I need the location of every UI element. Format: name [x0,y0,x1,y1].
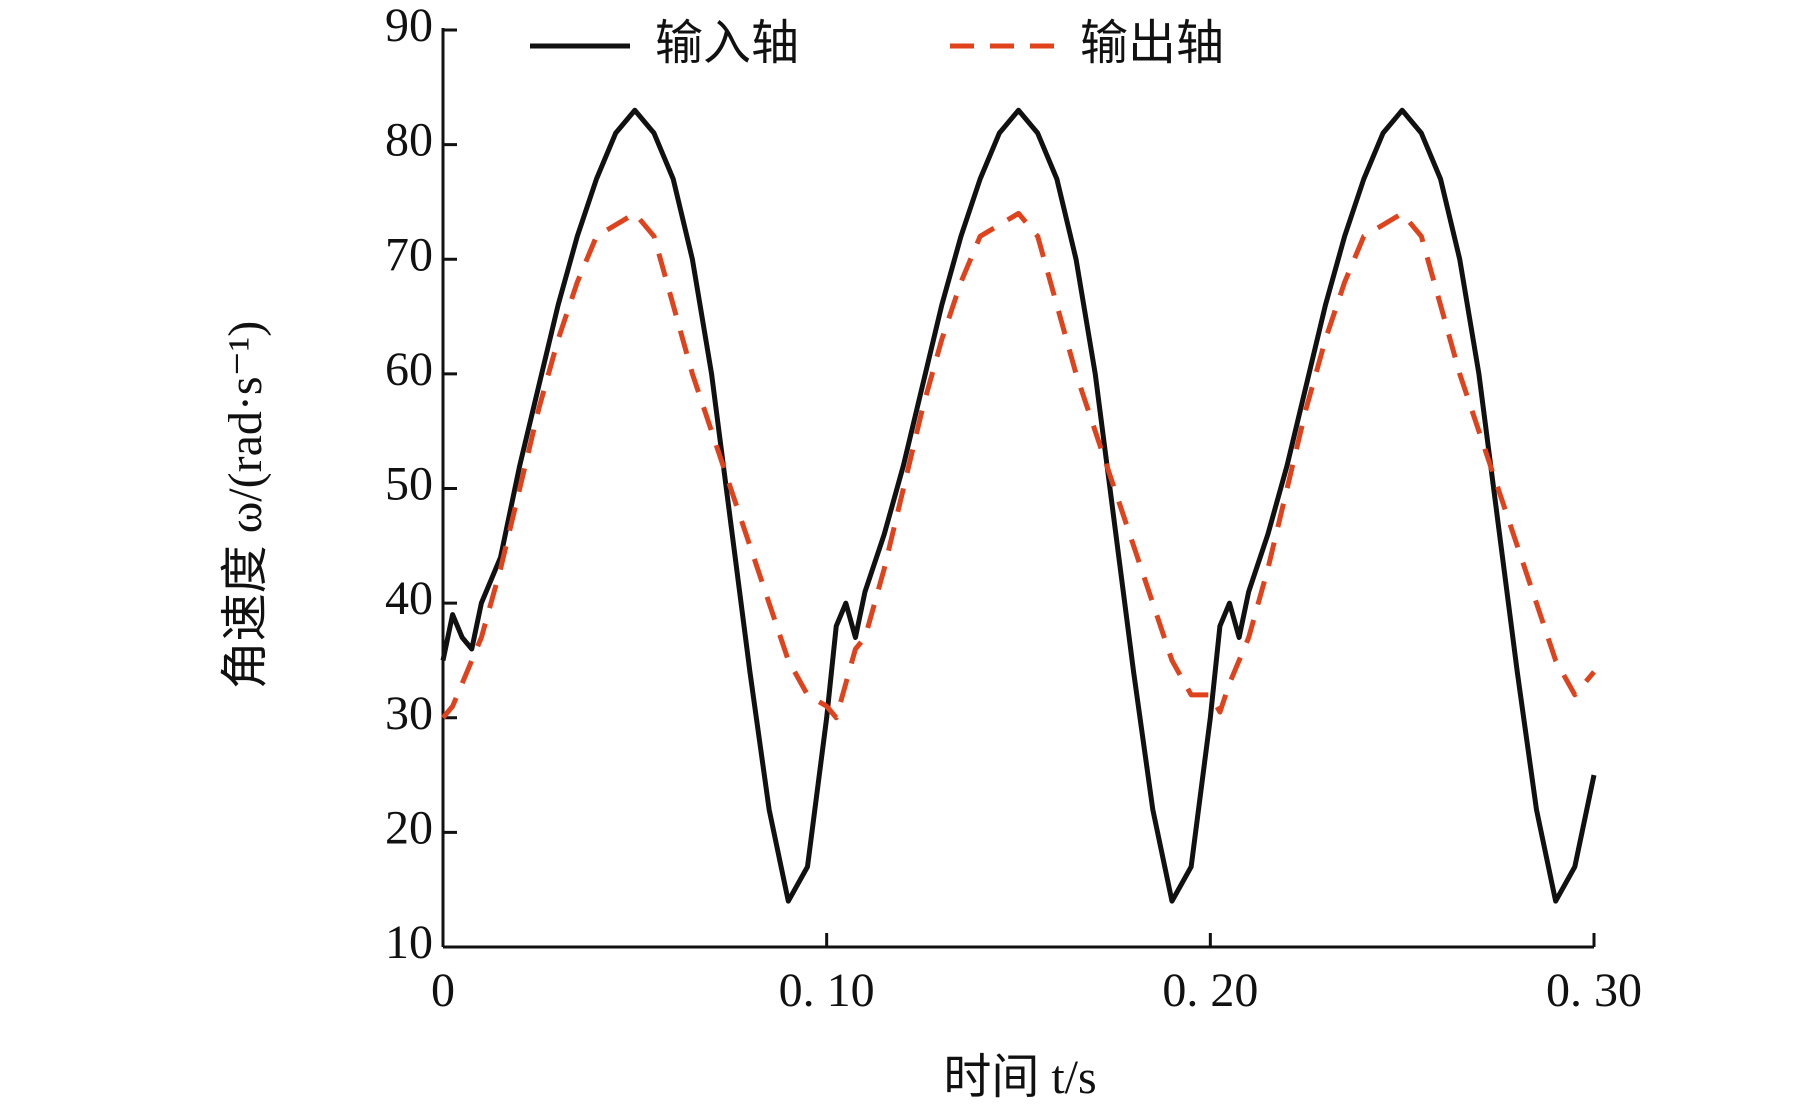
y-tick-label: 80 [385,114,433,167]
y-tick-label: 50 [385,458,433,511]
y-tick-label: 20 [385,801,433,854]
x-tick-label: 0. 30 [1546,964,1642,1017]
x-tick-label: 0. 10 [779,964,875,1017]
y-tick-label: 30 [385,687,433,740]
y-tick-label: 60 [385,343,433,396]
legend-label: 输入轴 [655,17,799,70]
x-axis-label: 时间 t/s [943,1051,1096,1104]
y-tick-label: 90 [385,0,433,52]
y-tick-label: 70 [385,228,433,281]
y-tick-label: 40 [385,572,433,625]
series-line [441,210,1596,721]
x-tick-label: 0 [431,964,455,1017]
series-line [440,107,1597,904]
y-tick-label: 10 [385,916,433,969]
y-axis-label: 角速度 ω/(rad·s⁻¹) [219,321,272,690]
legend-label: 输出轴 [1080,17,1224,70]
x-tick-label: 0. 20 [1162,964,1258,1017]
